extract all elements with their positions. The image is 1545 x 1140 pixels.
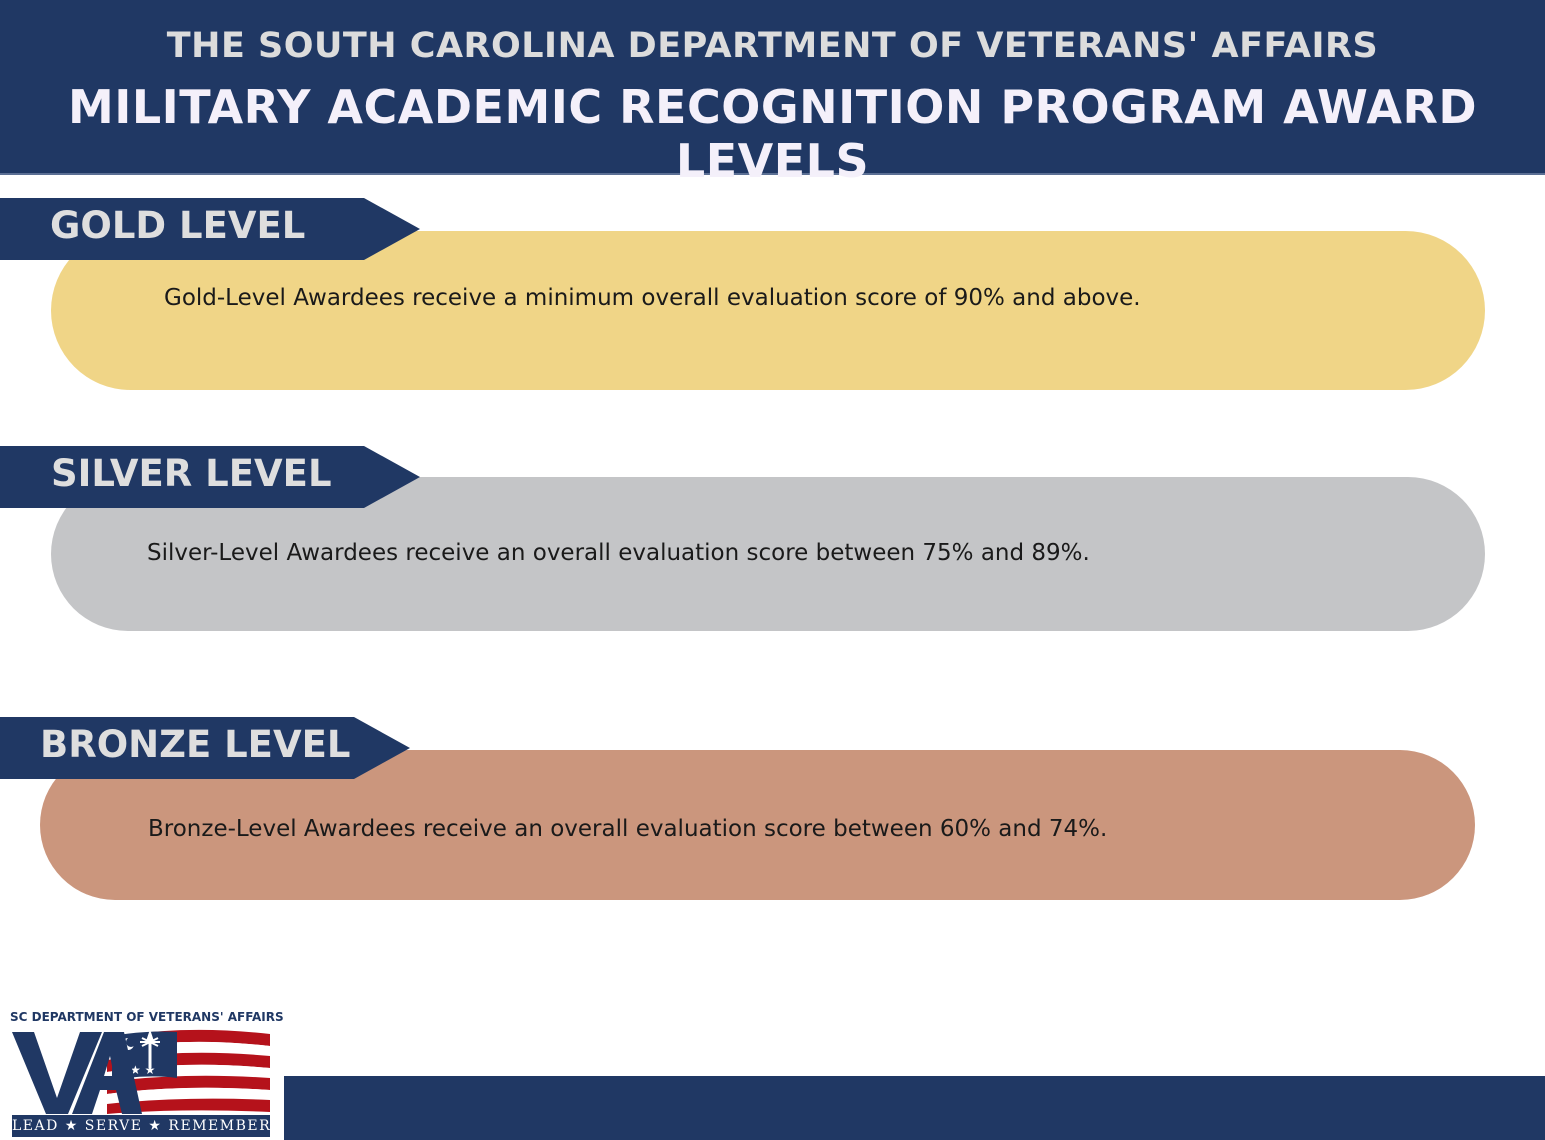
bronze-level-tag: BRONZE LEVEL — [0, 717, 410, 779]
bronze-level-description: Bronze-Level Awardees receive an overall… — [148, 816, 1108, 842]
bronze-level-label: BRONZE LEVEL — [40, 723, 351, 766]
gold-level-tag: GOLD LEVEL — [0, 198, 420, 260]
svg-text:★ ★: ★ ★ — [130, 1063, 155, 1077]
page-header: THE SOUTH CAROLINA DEPARTMENT OF VETERAN… — [0, 0, 1545, 188]
logo-motto: LEAD ★ SERVE ★ REMEMBER — [12, 1115, 270, 1137]
page-title: MILITARY ACADEMIC RECOGNITION PROGRAM AW… — [67, 80, 1478, 188]
gold-level-label: GOLD LEVEL — [50, 204, 306, 247]
va-flag-icon: ★ ★ — [12, 1029, 270, 1114]
silver-level-label: SILVER LEVEL — [51, 452, 332, 495]
silver-level-tag: SILVER LEVEL — [0, 446, 420, 508]
logo-org-name: SC DEPARTMENT OF VETERANS' AFFAIRS — [10, 1010, 284, 1024]
gold-level-description: Gold-Level Awardees receive a minimum ov… — [164, 285, 1141, 311]
header-subtitle: THE SOUTH CAROLINA DEPARTMENT OF VETERAN… — [166, 26, 1379, 66]
sc-veterans-affairs-logo: SC DEPARTMENT OF VETERANS' AFFAIRS ★ ★ L… — [10, 1010, 284, 1138]
footer-bar — [284, 1076, 1545, 1140]
silver-level-description: Silver-Level Awardees receive an overall… — [147, 540, 1090, 566]
